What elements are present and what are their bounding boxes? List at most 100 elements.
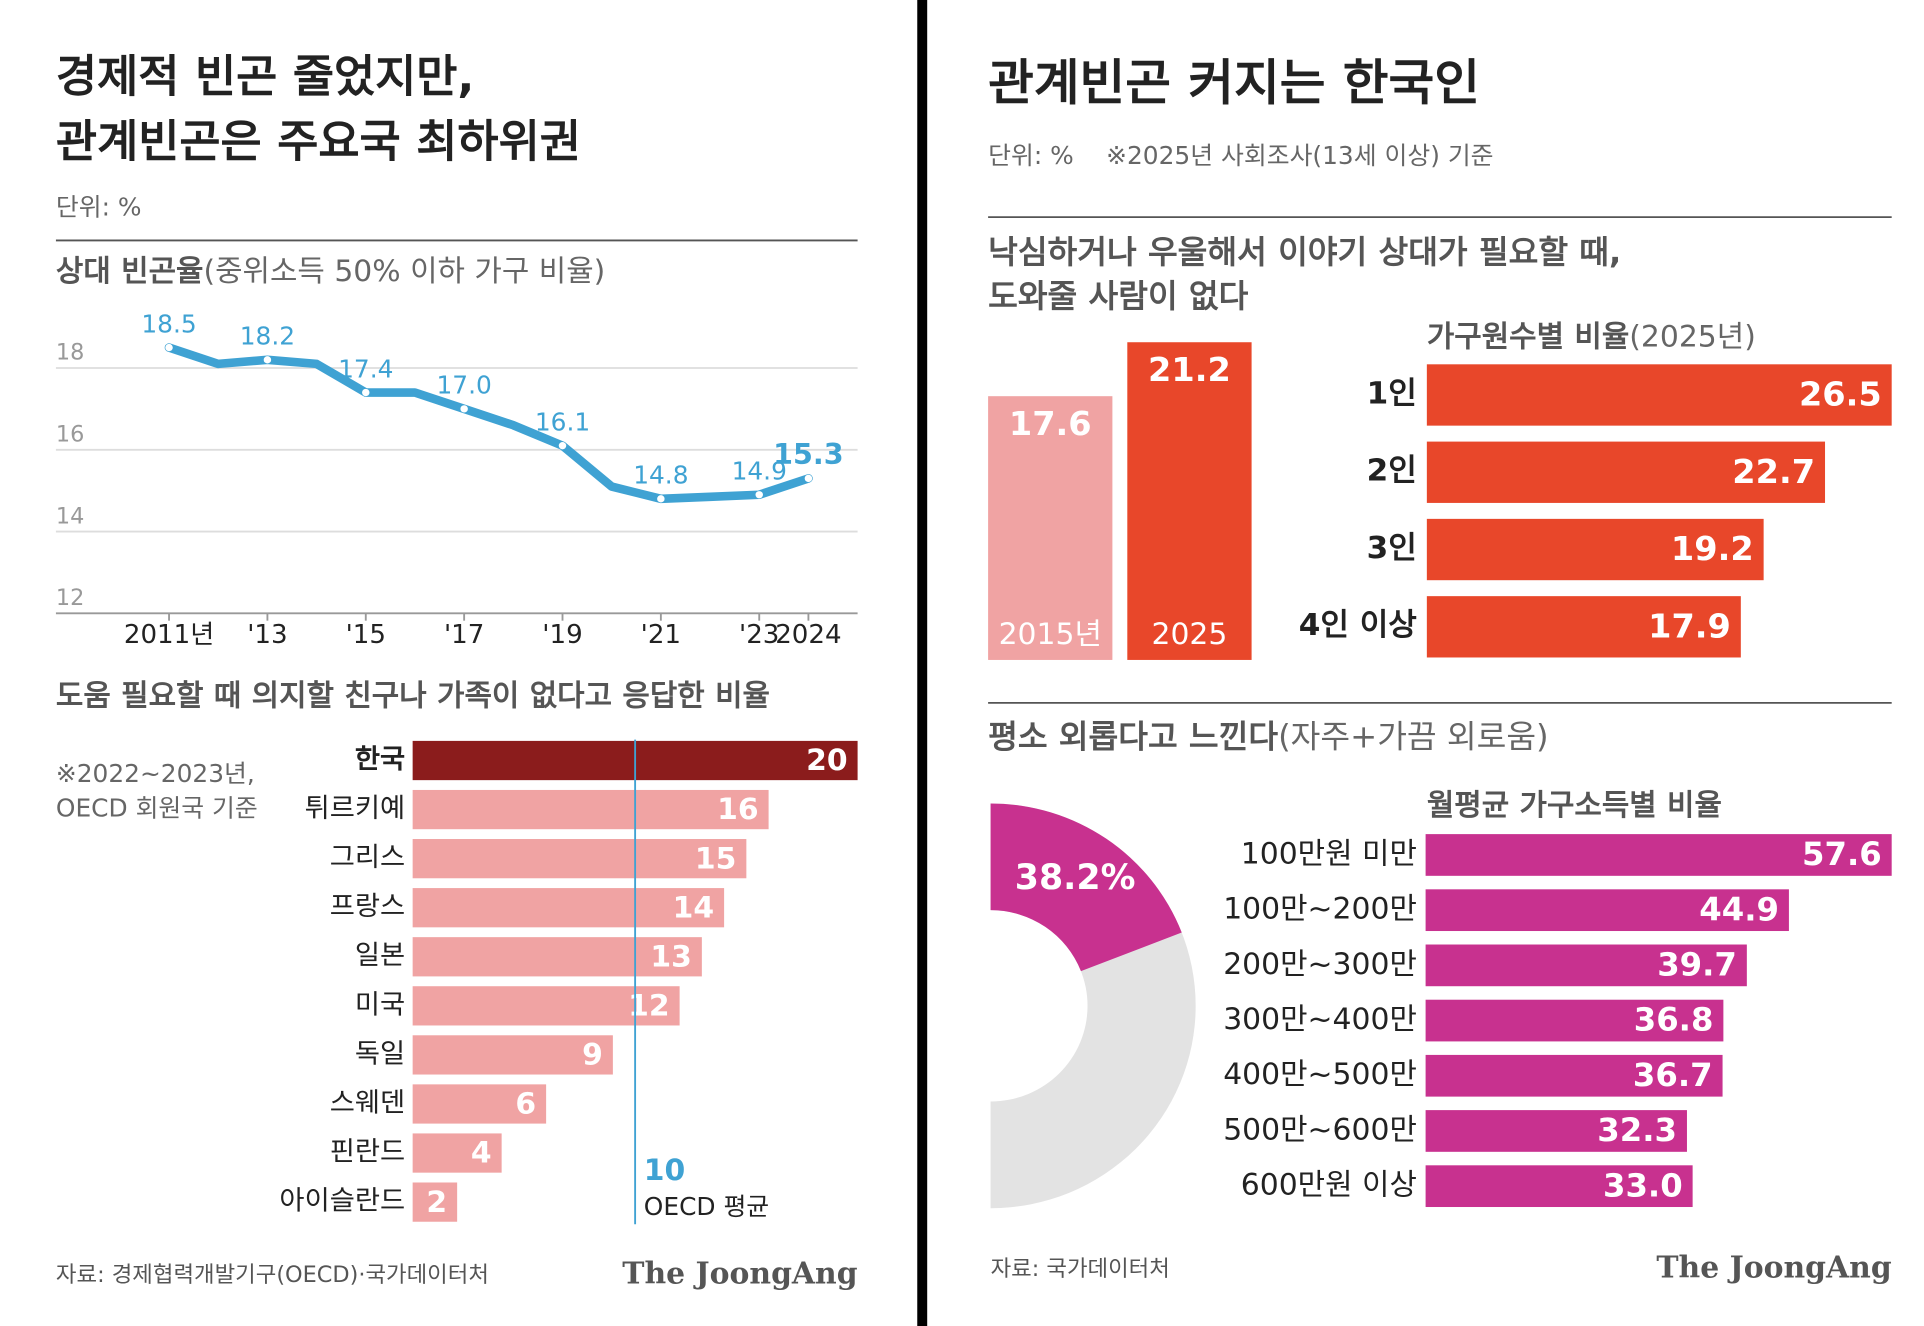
value-label: 9 (582, 1037, 603, 1072)
bar (988, 396, 1113, 660)
value-label: 18.5 (141, 310, 196, 339)
bar (1426, 596, 1741, 658)
category-label: 아이슬란드 (279, 1186, 405, 1217)
category-label: 100만원 미만 (1241, 836, 1417, 871)
category-label: 1인 (1367, 376, 1417, 412)
y-tick-label: 16 (56, 422, 84, 448)
divider (917, 0, 928, 1326)
value-label: 6 (515, 1086, 536, 1121)
category-label: 500만~600만 (1223, 1112, 1417, 1147)
left-source: 자료: 경제협력개발기구(OECD)·국가데이터처 (56, 1262, 489, 1288)
note: ※2022~2023년, (56, 759, 255, 788)
chart-subtitle: (2025년) (1629, 318, 1756, 353)
value-label: 36.8 (1634, 1001, 1714, 1039)
value-label: 16 (717, 791, 759, 826)
category-label: 100만~200만 (1223, 891, 1417, 926)
value-label: 14 (673, 890, 715, 925)
category-label: 200만~300만 (1223, 946, 1417, 981)
value-label: 44.9 (1699, 891, 1779, 929)
value-label: 14.9 (732, 457, 787, 486)
note: OECD 회원국 기준 (56, 794, 258, 823)
value-label: 33.0 (1603, 1167, 1683, 1205)
bar (1425, 889, 1789, 932)
chart-title-line: 상대 빈곤율(중위소득 50% 이하 가구 비율) (56, 253, 605, 288)
value-label: 20 (806, 742, 848, 777)
left-title-line: 경제적 빈곤 줄었지만, (56, 52, 474, 103)
value-label: 32.3 (1597, 1111, 1677, 1149)
value-label: 17.9 (1648, 607, 1731, 646)
left-unit: 단위: % (56, 193, 142, 222)
chart-title: 상대 빈곤율 (56, 253, 204, 288)
value-label: 39.7 (1657, 946, 1737, 984)
chart-title: 월평균 가구소득별 비율 (1427, 787, 1722, 822)
bar (412, 839, 747, 879)
right-note: ※2025년 사회조사(13세 이상) 기준 (1106, 141, 1493, 170)
bar (1425, 999, 1724, 1042)
value-label: 13 (650, 939, 692, 974)
bar (412, 1035, 613, 1075)
category-label: 일본 (355, 940, 405, 971)
value-label: 57.6 (1802, 835, 1882, 873)
x-tick-label: '17 (444, 620, 484, 650)
bar (1425, 1054, 1723, 1097)
category-label: 한국 (355, 744, 405, 775)
reference-value: 10 (644, 1152, 686, 1187)
category-label: 스웨덴 (330, 1088, 405, 1119)
category-label: 4인 이상 (1299, 607, 1417, 643)
value-label: 17.0 (436, 371, 491, 400)
category-label: 2025 (1151, 616, 1227, 651)
x-tick-label: '15 (346, 620, 386, 650)
value-label: 36.7 (1633, 1056, 1713, 1094)
bar (412, 937, 702, 977)
x-tick-label: 2011년 (124, 620, 214, 650)
category-label: 400만~500만 (1223, 1056, 1417, 1091)
category-label: 핀란드 (330, 1137, 405, 1168)
chart-title: 도움 필요할 때 의지할 친구나 가족이 없다고 응답한 비율 (56, 677, 770, 712)
value-label: 18.2 (240, 322, 295, 351)
value-label: 21.2 (1148, 350, 1231, 389)
donut-segment (990, 803, 1182, 972)
x-tick-label: '23 (739, 620, 779, 650)
point (362, 388, 370, 397)
chart-title-line: 도움 필요할 때 의지할 친구나 가족이 없다고 응답한 비율 (56, 677, 770, 712)
chart-subtitle: (자주+가끔 외로움) (1278, 718, 1549, 756)
category-label: 독일 (355, 1039, 405, 1070)
category-label: 2015년 (999, 616, 1102, 651)
bar (1425, 944, 1747, 987)
value-label: 14.8 (633, 461, 688, 490)
value-label: 2 (426, 1184, 447, 1219)
right-brand: The JoongAng (1656, 1250, 1892, 1285)
bar (412, 1133, 502, 1173)
category-label: 프랑스 (330, 891, 405, 922)
chart-title: 낙심하거나 우울해서 이야기 상대가 필요할 때, (988, 233, 1621, 271)
bar (412, 888, 725, 928)
line (164, 343, 813, 504)
y-tick-label: 12 (56, 585, 84, 611)
bar (1127, 342, 1252, 660)
point (657, 495, 665, 503)
point (804, 474, 813, 483)
chart-title-line: 월평균 가구소득별 비율 (1427, 787, 1722, 822)
category-label: 그리스 (330, 842, 405, 873)
point (263, 356, 272, 364)
value-label: 17.4 (338, 355, 393, 384)
bar (412, 1182, 458, 1222)
point (165, 343, 173, 352)
value-label: 26.5 (1799, 375, 1882, 414)
value-label: 15.3 (773, 438, 844, 471)
bar (1426, 441, 1826, 503)
chart-title: 도와줄 사람이 없다 (988, 277, 1249, 315)
value-label: 22.7 (1732, 452, 1815, 491)
category-label: 미국 (355, 989, 405, 1020)
value-label: 16.1 (535, 408, 590, 437)
bar (1425, 834, 1892, 876)
category-label: 600만원 이상 (1241, 1167, 1417, 1202)
chart-title-line: 평소 외롭다고 느낀다(자주+가끔 외로움) (988, 718, 1549, 756)
bar (1426, 518, 1764, 581)
category-label: 2인 (1367, 453, 1417, 489)
right-title: 관계빈곤 커지는 한국인 (988, 54, 1480, 112)
x-tick-label: '13 (247, 620, 287, 650)
